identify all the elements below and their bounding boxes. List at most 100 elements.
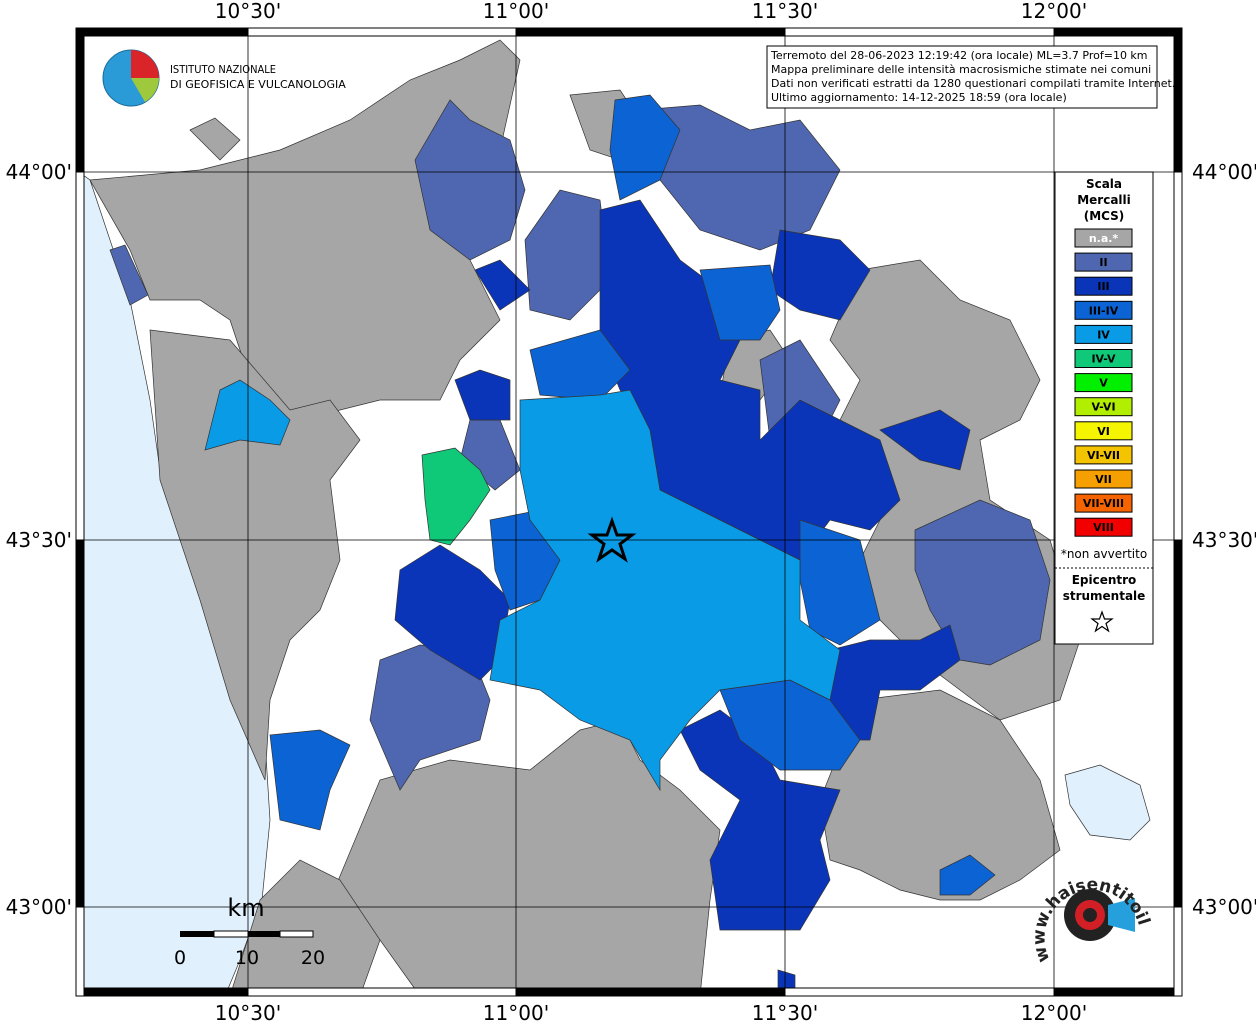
lon-label: 10°30': [215, 0, 281, 23]
frame-segment: [1053, 27, 1183, 37]
frame-segment: [75, 987, 249, 997]
legend-label: n.a.*: [1089, 232, 1119, 245]
frame-segment: [75, 539, 85, 908]
scale-label: 0: [174, 947, 186, 969]
lon-label: 12°00': [1021, 0, 1087, 23]
region: [914, 499, 1051, 666]
lon-label: 11°30': [752, 0, 818, 23]
watermark-speaker: [1108, 898, 1135, 932]
region: [269, 729, 351, 831]
epicenter-star: [587, 516, 637, 563]
legend-label: VI: [1097, 425, 1110, 438]
lat-label: 44°00': [1192, 160, 1256, 184]
lon-label: 11°00': [483, 0, 549, 23]
region: [529, 329, 631, 401]
frame-segment: [1173, 27, 1183, 173]
legend-title: (MCS): [1084, 209, 1125, 223]
legend-swatch: [1074, 300, 1133, 320]
frame-segment: [75, 906, 85, 997]
legend-swatch: [1074, 517, 1133, 537]
info-line: Ultimo aggiornamento: 14-12-2025 18:59 (…: [771, 91, 1067, 104]
ingv-logo: ISTITUTO NAZIONALE DI GEOFISICA E VULCAN…: [102, 49, 346, 107]
legend-swatch: [1074, 397, 1133, 417]
scale-unit: km: [227, 894, 264, 922]
legend-swatch: [1074, 228, 1133, 248]
scale-segment: [248, 931, 280, 937]
frame-segment: [515, 987, 786, 997]
frame-segment: [75, 27, 85, 173]
frame-segment: [247, 27, 517, 37]
lon-label: 11°00': [483, 1001, 549, 1024]
logo-segment: [131, 50, 159, 78]
region: [149, 329, 361, 781]
lake: [1064, 764, 1151, 841]
logo-text: ISTITUTO NAZIONALE: [170, 63, 276, 76]
frame-segment: [515, 27, 786, 37]
scale-label: 10: [235, 947, 259, 969]
legend-label: III-IV: [1089, 304, 1119, 317]
frame-segment: [1053, 987, 1183, 997]
scale-label: 20: [301, 947, 325, 969]
map-frame: [75, 27, 1183, 997]
legend-title: Scala: [1086, 177, 1122, 191]
info-line: Dati non verificati estratti da 1280 que…: [771, 77, 1175, 90]
info-line: Terremoto del 28-06-2023 12:19:42 (ora l…: [770, 49, 1148, 62]
region: [489, 389, 841, 792]
frame-segment: [784, 27, 1055, 37]
legend-star: [1090, 610, 1114, 633]
scale-segment: [279, 930, 314, 938]
legend-title: Mercalli: [1077, 193, 1131, 207]
region: [879, 409, 971, 471]
legend-swatch: [1074, 373, 1133, 393]
logo-text: DI GEOFISICA E VULCANOLOGIA: [170, 78, 346, 91]
frame-segment: [75, 171, 85, 541]
region: [89, 39, 521, 421]
legend-label: V-VI: [1091, 401, 1115, 414]
legend-swatch: [1074, 445, 1133, 465]
watermark-circle: [1083, 908, 1097, 922]
legend-epicenter: strumentale: [1063, 589, 1146, 603]
logo-segment: [131, 78, 159, 102]
legend-swatch: [1074, 469, 1133, 489]
legend-label: V: [1099, 377, 1108, 390]
info-line: Mappa preliminare delle intensità macros…: [771, 63, 1151, 76]
legend-swatch: [1074, 324, 1133, 344]
legend-label: II: [1099, 256, 1107, 269]
legend-label: IV-V: [1091, 353, 1116, 366]
scale-segment: [180, 931, 214, 937]
region: [639, 104, 841, 251]
legend-swatch: [1074, 252, 1133, 272]
lon-label: 10°30': [215, 1001, 281, 1024]
scale-bar: km 0 10 20: [174, 894, 325, 969]
frame-segment: [247, 987, 517, 997]
legend-swatch: [1074, 493, 1133, 513]
region: [329, 719, 721, 997]
legend-label: VI-VII: [1087, 449, 1120, 462]
lat-label: 43°30': [6, 528, 72, 552]
legend-swatch: [1074, 421, 1133, 441]
region: [109, 244, 149, 306]
frame-segment: [1173, 539, 1183, 908]
legend-label: IV: [1097, 328, 1110, 341]
lat-label: 43°00': [6, 895, 72, 919]
region: [609, 94, 681, 201]
coordinate-labels: 10°30' 10°30' 11°00' 11°00' 11°30' 11°30' 12°0…: [6, 0, 1256, 1024]
region: [454, 369, 511, 421]
legend-note: *non avvertito: [1061, 547, 1147, 561]
frame-segment: [75, 27, 249, 37]
lat-label: 44°00': [6, 160, 72, 184]
legend-swatch: [1074, 349, 1133, 368]
regions-ii: [109, 99, 1051, 791]
regions-iv: [204, 379, 841, 792]
legend-label: III: [1097, 280, 1109, 293]
legend: ScalaMercalli(MCS)n.a.*IIIIIIII-IVIVIV-V…: [1055, 177, 1153, 633]
scale-segment: [213, 930, 249, 938]
region-iv-v: [421, 447, 491, 546]
frame-segment: [784, 987, 1055, 997]
lat-label: 43°30': [1192, 528, 1256, 552]
legend-label: VII-VIII: [1083, 497, 1124, 510]
legend-swatch: [1074, 276, 1133, 296]
graticule: [76, 28, 1182, 996]
region: [414, 99, 526, 261]
